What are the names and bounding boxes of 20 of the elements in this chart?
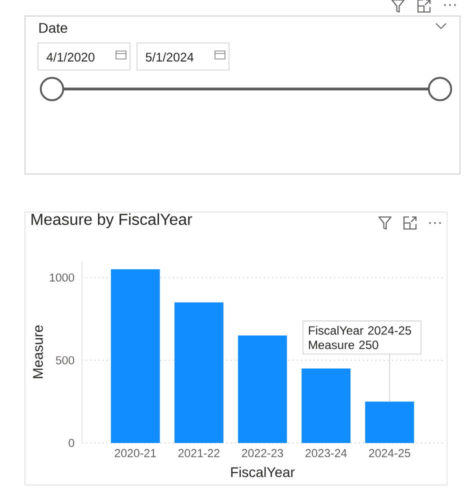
bar: [238, 335, 287, 443]
x-tick-label: 2024-25: [369, 449, 410, 458]
bar: [302, 368, 351, 443]
text: 4/1/2020: [46, 52, 94, 62]
bar: [110, 269, 160, 443]
y-tick-label: 500: [56, 356, 74, 364]
bar: [365, 402, 414, 443]
x-tick-label: 2021-22: [178, 449, 220, 458]
x-axis-title: FiscalYear: [231, 466, 295, 478]
y-axis-title: Measure: [33, 325, 43, 378]
x-tick-label: 2020-21: [114, 449, 156, 458]
annotation: FiscalYear 2024-25 Measure 250: [308, 326, 412, 350]
y-tick-label: 1000: [50, 273, 74, 282]
text: Date: [39, 23, 68, 33]
x-tick-label: 2022-23: [242, 449, 284, 458]
x-tick-label: 2023-24: [306, 449, 347, 458]
chart-title: Measure by FiscalYear: [32, 213, 192, 228]
text: 5/1/2024: [146, 52, 194, 62]
bar: [174, 302, 224, 443]
y-tick-label: 0: [68, 438, 74, 448]
